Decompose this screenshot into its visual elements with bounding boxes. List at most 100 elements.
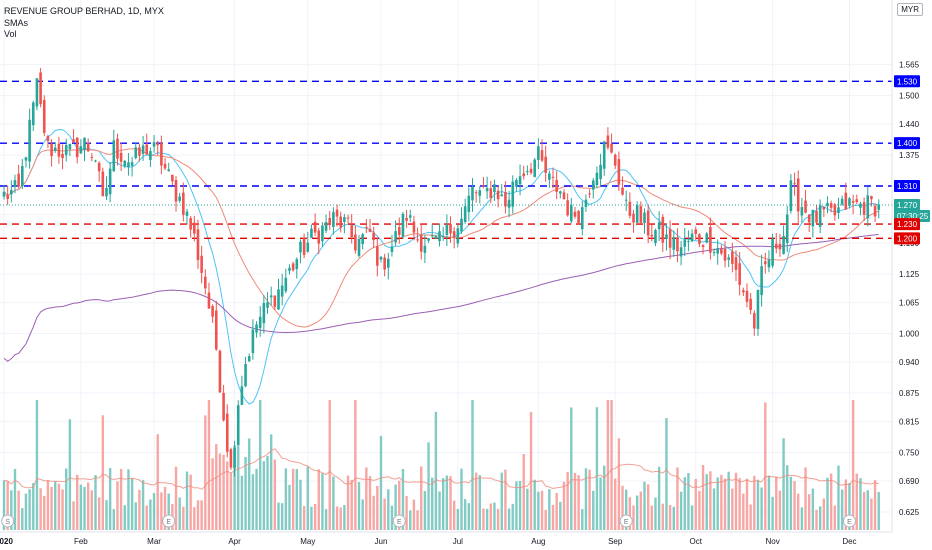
volume-bar	[299, 479, 302, 530]
time-tick-label: Mar	[147, 537, 161, 546]
volume-bar	[753, 475, 756, 530]
volume-legend[interactable]: Vol	[4, 29, 17, 39]
candle-body	[577, 210, 580, 224]
volume-bar	[182, 506, 185, 530]
candle-body	[127, 162, 130, 168]
candle-body	[185, 211, 189, 216]
candle-body	[657, 222, 661, 230]
volume-bar	[383, 498, 386, 530]
candle-body	[13, 180, 17, 187]
candle-body	[24, 157, 28, 161]
candle-body	[445, 225, 449, 235]
candle-body	[522, 173, 526, 177]
candle-body	[493, 184, 496, 193]
volume-bar	[346, 475, 350, 530]
event-marker[interactable]	[619, 514, 633, 528]
volume-bar	[237, 445, 240, 530]
price-labels: 1.530 1.400 1.310 1.270 07:30:251.230 1.200	[894, 75, 930, 245]
volume-bar	[474, 472, 478, 530]
candle-body	[262, 303, 266, 324]
event-marker[interactable]	[842, 514, 856, 528]
volume-bar	[676, 467, 679, 530]
volume-bar	[138, 489, 141, 530]
event-marker[interactable]	[392, 514, 406, 528]
volume-bar	[661, 503, 664, 530]
volume-bar	[577, 475, 580, 530]
volume-ma-line	[3, 448, 879, 490]
volume-bar	[46, 480, 50, 530]
candle-body	[804, 200, 807, 213]
volume-bar	[657, 466, 661, 530]
event-marker[interactable]	[1, 514, 15, 528]
volume-bar	[438, 491, 441, 530]
volume-bar	[775, 476, 778, 530]
event-marker[interactable]	[162, 514, 176, 528]
candle-body	[862, 202, 866, 215]
candle-body	[317, 230, 321, 244]
volume-bar	[610, 400, 613, 530]
candle-body	[771, 238, 774, 266]
candle-body	[372, 232, 375, 241]
candle-body	[332, 212, 335, 227]
candle-body	[602, 141, 606, 169]
volume-bar	[877, 492, 880, 530]
volume-bar	[423, 491, 427, 530]
candle-body	[94, 160, 97, 162]
volume-bar	[632, 505, 635, 530]
candle-body	[485, 188, 489, 192]
candle-body	[610, 143, 613, 153]
candle-body	[321, 225, 324, 242]
volume-bar	[851, 400, 855, 530]
candle-body	[97, 162, 101, 172]
time-axis[interactable]: 2020 Feb Mar Apr May Jun Jul Aug Sep Oct Nov Dec	[0, 537, 857, 546]
candle-body	[526, 170, 529, 172]
candle-body	[624, 199, 628, 201]
volume-bar	[848, 483, 851, 530]
candle-body	[214, 310, 218, 350]
volume-bar	[815, 509, 818, 530]
candle-body	[280, 285, 284, 297]
volume-bar	[749, 504, 752, 530]
price-tick-label: 0.625	[899, 508, 920, 517]
volume-bar	[650, 505, 654, 530]
volume-bar	[152, 493, 156, 530]
volume-bar	[694, 478, 697, 530]
volume-bar	[416, 510, 419, 530]
candle-body	[178, 196, 181, 201]
price-axis-background[interactable]	[892, 0, 932, 550]
volume-bar	[628, 497, 632, 530]
candle-body	[555, 179, 558, 192]
candle-body	[152, 142, 156, 147]
candle-body	[573, 211, 577, 217]
volume-bar	[456, 508, 460, 530]
candle-body	[288, 267, 291, 271]
volume-bar	[295, 469, 298, 530]
candle-body	[613, 154, 617, 166]
sma-legend[interactable]: SMAs	[4, 18, 29, 28]
price-tick-label: 0.875	[899, 389, 920, 398]
volume-bar	[365, 467, 368, 530]
candle-body	[255, 324, 258, 333]
volume-bar	[251, 474, 255, 530]
candle-body	[789, 180, 793, 211]
volume-bar	[643, 481, 646, 530]
candle-body	[807, 214, 811, 223]
candle-body	[394, 231, 397, 243]
volume-bar	[233, 445, 236, 530]
volume-bar	[57, 483, 61, 530]
currency-badge[interactable]: MYR	[897, 3, 923, 16]
chart-title[interactable]: REVENUE GROUP BERHAD, 1D, MYX	[4, 6, 164, 16]
volume-bar	[13, 468, 17, 530]
candle-body	[75, 137, 79, 158]
candle-body	[837, 207, 840, 213]
volume-bar	[782, 438, 785, 530]
volume-bar	[442, 478, 445, 530]
volume-bar	[35, 400, 39, 530]
candle-body	[64, 145, 68, 156]
volume-bar	[654, 497, 657, 530]
candle-body	[390, 246, 394, 252]
volume-bar	[866, 490, 869, 530]
candle-body	[782, 235, 785, 254]
